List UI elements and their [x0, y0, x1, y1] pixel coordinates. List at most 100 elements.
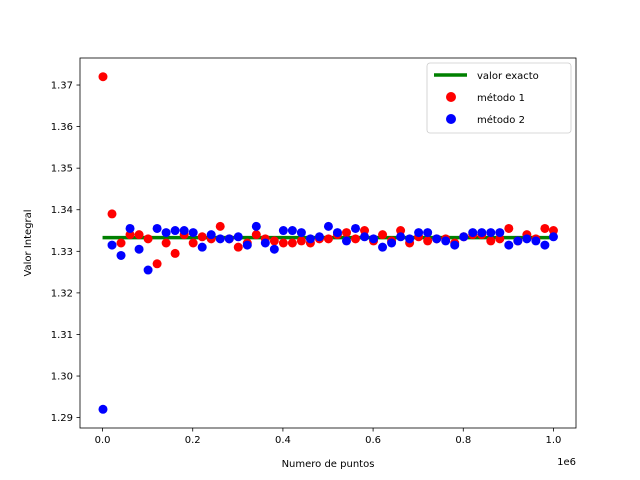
data-point-metodo-2 [495, 228, 505, 238]
data-point-metodo-1 [233, 242, 243, 252]
data-point-metodo-2 [170, 226, 180, 236]
data-point-metodo-1 [107, 209, 117, 219]
y-tick-label: 1.29 [51, 413, 73, 424]
data-point-metodo-2 [206, 230, 216, 240]
data-point-metodo-1 [486, 236, 496, 246]
data-point-metodo-2 [351, 223, 361, 233]
data-point-metodo-1 [125, 230, 135, 240]
data-point-metodo-1 [396, 226, 406, 236]
data-point-metodo-2 [378, 242, 388, 252]
data-point-metodo-2 [332, 228, 342, 238]
data-point-metodo-1 [197, 232, 207, 242]
y-tick-label: 1.32 [51, 288, 73, 299]
x-axis-offset-text: 1e6 [557, 457, 576, 468]
data-point-metodo-2 [125, 223, 135, 233]
x-axis-ticks: 0.0 0.2 0.4 0.6 0.8 1.0 [95, 428, 562, 446]
data-point-metodo-2 [296, 228, 306, 238]
data-point-metodo-2 [197, 242, 207, 252]
data-point-metodo-1 [188, 238, 198, 248]
data-point-metodo-2 [341, 236, 351, 246]
data-point-metodo-1 [360, 226, 370, 236]
data-point-metodo-2 [269, 244, 279, 254]
data-point-metodo-1 [161, 238, 171, 248]
legend: valor exacto método 1 método 2 [426, 62, 572, 134]
y-tick-label: 1.35 [51, 164, 73, 175]
data-point-metodo-2 [414, 228, 424, 238]
x-tick-label: 0.4 [275, 435, 291, 446]
data-point-metodo-2 [477, 228, 487, 238]
data-point-metodo-1 [269, 236, 279, 246]
y-tick-label: 1.31 [51, 330, 73, 341]
data-point-metodo-2 [188, 228, 198, 238]
data-point-metodo-2 [387, 238, 397, 248]
legend-marker-metodo-2 [446, 114, 456, 124]
data-point-metodo-2 [224, 234, 234, 244]
data-point-metodo-2 [143, 265, 153, 275]
legend-marker-metodo-1 [446, 92, 456, 102]
data-point-metodo-1 [170, 248, 180, 258]
data-point-metodo-1 [296, 236, 306, 246]
data-point-metodo-1 [341, 228, 351, 238]
data-point-metodo-1 [540, 223, 550, 233]
data-point-metodo-2 [548, 232, 558, 242]
data-point-metodo-1 [423, 236, 433, 246]
data-point-metodo-2 [396, 232, 406, 242]
x-axis-label: Numero de puntos [282, 459, 375, 470]
legend-label-metodo-2: método 2 [477, 114, 525, 126]
y-tick-label: 1.33 [51, 247, 73, 258]
data-point-metodo-2 [459, 232, 469, 242]
data-point-metodo-2 [450, 240, 460, 250]
data-point-metodo-2 [278, 226, 288, 236]
y-tick-label: 1.36 [51, 122, 73, 133]
y-axis-ticks: 1.29 1.30 1.31 1.32 1.33 1.34 1.35 1.36 1.37 [51, 81, 80, 424]
data-point-metodo-2 [486, 228, 496, 238]
legend-label-valor-exacto: valor exacto [477, 71, 539, 82]
data-point-metodo-2 [305, 234, 315, 244]
data-point-metodo-2 [314, 232, 324, 242]
data-point-metodo-1 [287, 238, 297, 248]
data-point-metodo-2 [540, 240, 550, 250]
y-tick-label: 1.37 [51, 81, 73, 92]
plot-frame [79, 57, 577, 429]
data-point-metodo-2 [432, 234, 442, 244]
data-point-metodo-2 [360, 232, 370, 242]
data-point-metodo-2 [233, 232, 243, 242]
data-point-metodo-2 [260, 238, 270, 248]
data-point-metodo-2 [107, 240, 117, 250]
data-point-metodo-2 [98, 404, 108, 414]
data-point-metodo-1 [323, 234, 333, 244]
data-point-metodo-1 [215, 221, 225, 231]
legend-label-metodo-1: método 1 [477, 92, 525, 104]
data-point-metodo-2 [152, 223, 162, 233]
data-point-metodo-2 [323, 221, 333, 231]
data-point-metodo-1 [504, 223, 514, 233]
data-point-metodo-1 [351, 234, 361, 244]
data-point-metodo-2 [369, 234, 379, 244]
data-point-metodo-1 [251, 230, 261, 240]
data-point-metodo-2 [441, 236, 451, 246]
data-point-metodo-1 [152, 259, 162, 269]
data-point-metodo-2 [287, 226, 297, 236]
y-axis-label: Valor Integral [23, 209, 34, 276]
data-point-metodo-2 [179, 226, 189, 236]
series-layer [98, 72, 558, 414]
data-point-metodo-2 [531, 236, 541, 246]
x-tick-label: 1.0 [546, 435, 562, 446]
y-tick-label: 1.30 [51, 372, 73, 383]
data-point-metodo-1 [116, 238, 126, 248]
data-point-metodo-2 [423, 228, 433, 238]
data-point-metodo-2 [522, 234, 532, 244]
data-point-metodo-2 [134, 244, 144, 254]
data-point-metodo-2 [405, 234, 415, 244]
data-point-metodo-2 [215, 234, 225, 244]
data-point-metodo-2 [161, 228, 171, 238]
data-point-metodo-1 [495, 234, 505, 244]
data-point-metodo-1 [548, 226, 558, 236]
data-point-metodo-2 [251, 221, 261, 231]
data-point-metodo-1 [278, 238, 288, 248]
x-tick-label: 0.0 [95, 435, 111, 446]
data-point-metodo-2 [116, 250, 126, 260]
y-tick-label: 1.34 [51, 205, 73, 216]
data-point-metodo-2 [468, 228, 478, 238]
